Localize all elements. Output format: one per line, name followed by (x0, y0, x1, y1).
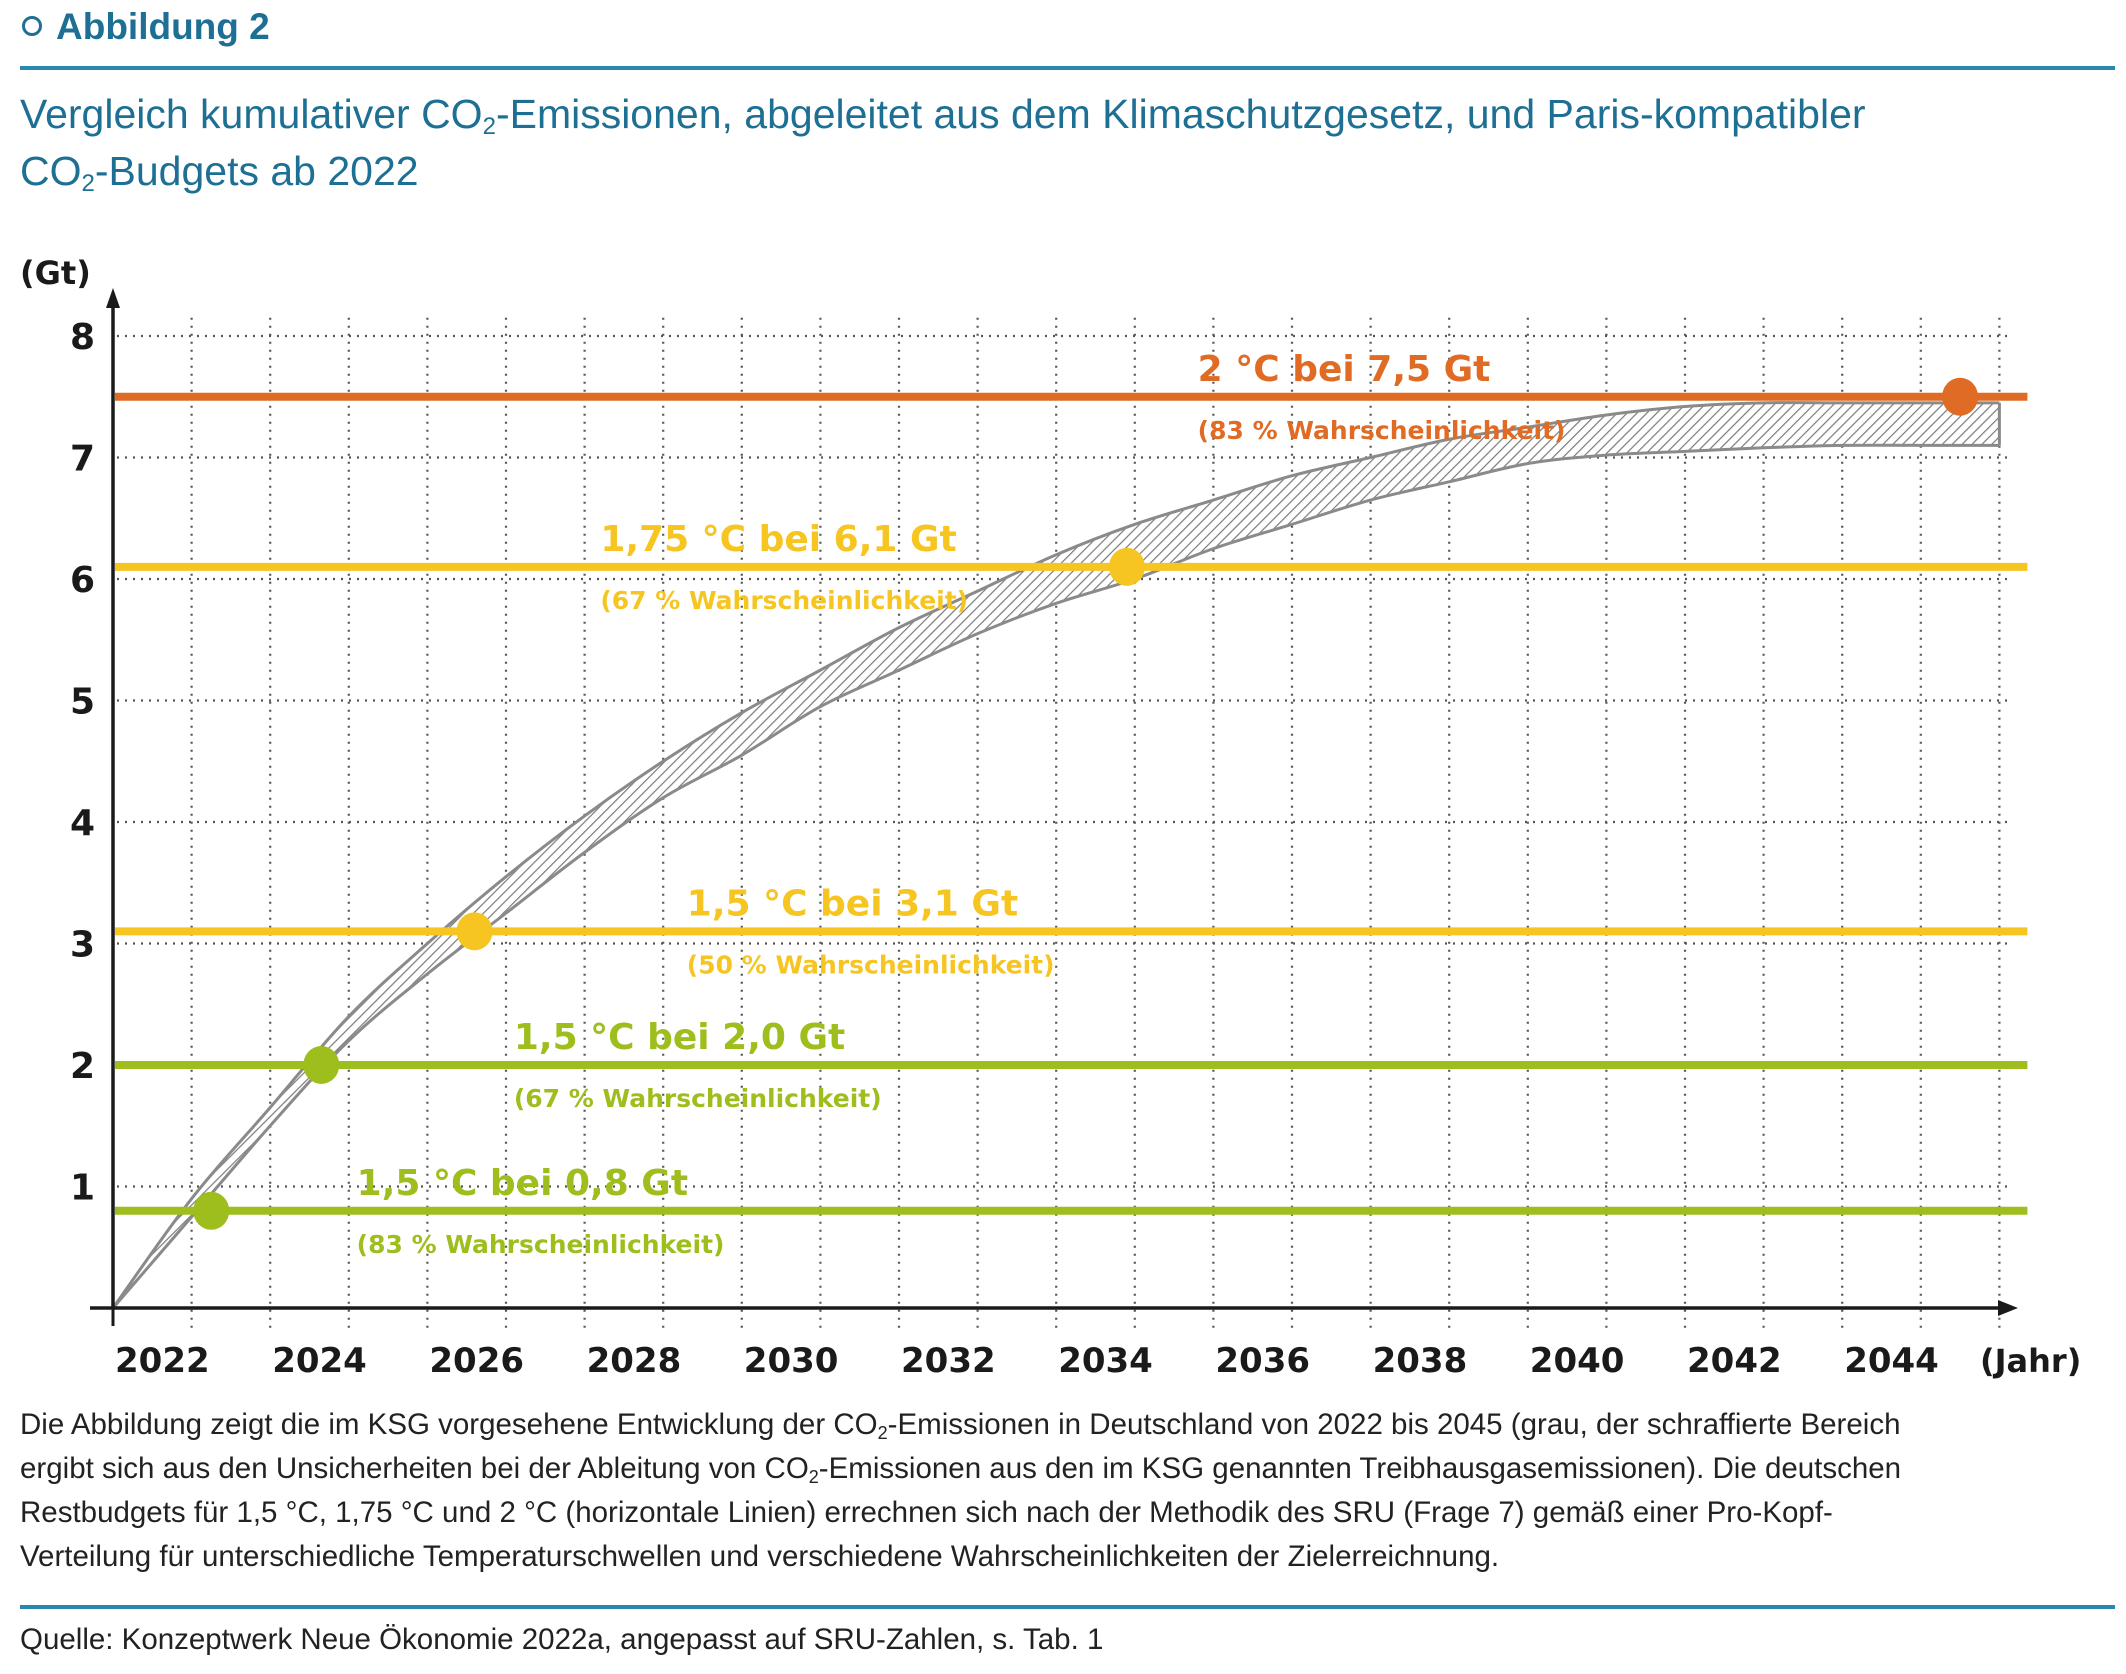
y-tick-label: 7 (70, 439, 95, 480)
budget-probability-label: (67 % Wahrscheinlichkeit) (514, 1084, 882, 1113)
caption-text: Die Abbildung zeigt die im KSG vorgesehe… (20, 1408, 878, 1441)
title-text: CO (20, 148, 82, 194)
budget-probability-label: (50 % Wahrscheinlichkeit) (687, 950, 1055, 979)
bottom-divider (20, 1605, 2115, 1609)
caption-subscript: 2 (808, 1467, 819, 1487)
budget-label: 1,5 °C bei 3,1 Gt (687, 883, 1018, 924)
figure-title: Vergleich kumulativer CO2-Emissionen, ab… (20, 86, 2100, 200)
y-tick-label: 6 (70, 560, 95, 601)
budget-label: 2 °C bei 7,5 Gt (1198, 349, 1491, 390)
caption-text: -Emissionen in Deutschland von 2022 bis … (887, 1408, 1901, 1441)
budget-probability-label: (83 % Wahrscheinlichkeit) (357, 1230, 725, 1259)
circle-bullet-icon (22, 16, 42, 37)
y-axis-label: (Gt) (20, 254, 91, 292)
x-tick-label: 2032 (901, 1341, 996, 1381)
source-note: Quelle: Konzeptwerk Neue Ökonomie 2022a,… (20, 1623, 1104, 1656)
budget-crossing-dot (1942, 377, 1979, 416)
x-tick-label: 2024 (272, 1341, 367, 1381)
chart: 2 °C bei 7,5 Gt (83 % Wahrscheinlichkeit)… (20, 254, 2081, 1381)
x-tick-label: 2036 (1215, 1341, 1310, 1381)
budget-label: 1,5 °C bei 0,8 Gt (357, 1163, 688, 1204)
ksg-band-area (113, 402, 2000, 1308)
ksg-band-upper-edge (111, 401, 2000, 1309)
x-axis-label: (Jahr) (1980, 1342, 2081, 1380)
title-text: Vergleich kumulativer CO (20, 91, 483, 137)
top-divider (20, 66, 2115, 70)
x-tick-labels: 2022 2024 2026 2028 2030 2032 2034 2036 2038 2040… (115, 1341, 1939, 1381)
y-tick-label: 3 (70, 925, 95, 966)
figure-label-text: Abbildung 2 (56, 6, 270, 47)
x-tick-label: 2028 (587, 1341, 682, 1381)
budget-crossing-dot (193, 1191, 230, 1230)
title-text: -Budgets ab 2022 (94, 148, 419, 194)
ksg-band-lower-edge (111, 443, 2000, 1309)
x-tick-label: 2022 (115, 1341, 210, 1381)
y-tick-labels: 8 7 6 5 4 3 2 1 (70, 317, 95, 1209)
title-text: -Emissionen, abgeleitet aus dem Klimasch… (495, 91, 1866, 137)
x-tick-label: 2026 (429, 1341, 524, 1381)
x-tick-label: 2034 (1058, 1341, 1153, 1381)
y-tick-label: 8 (70, 317, 95, 358)
x-tick-label: 2040 (1530, 1341, 1625, 1381)
ksg-band-group (111, 401, 2001, 1309)
caption-text: ergibt sich aus den Unsicherheiten bei d… (20, 1452, 809, 1485)
intersection-dots (193, 377, 1979, 1230)
x-axis-arrow-icon (1998, 1300, 2018, 1316)
y-tick-label: 2 (70, 1046, 95, 1087)
caption-subscript: 2 (877, 1423, 888, 1443)
caption-text: Restbudgets für 1,5 °C, 1,75 °C und 2 °C… (20, 1496, 1833, 1529)
y-tick-label: 1 (70, 1168, 95, 1209)
budget-crossing-dot (303, 1046, 340, 1084)
title-subscript: 2 (482, 113, 496, 140)
figure-caption: Die Abbildung zeigt die im KSG vorgesehe… (20, 1403, 2110, 1579)
x-tick-label: 2030 (744, 1341, 839, 1381)
x-tick-label: 2044 (1844, 1341, 1939, 1381)
budget-probability-label: (67 % Wahrscheinlichkeit) (600, 586, 968, 615)
budget-crossing-dot (1108, 547, 1145, 586)
y-tick-label: 4 (70, 803, 95, 844)
x-tick-label: 2038 (1373, 1341, 1468, 1381)
budget-crossing-dot (456, 912, 493, 951)
axes: (Gt) (Jahr) (20, 254, 2081, 1380)
caption-text: -Emissionen aus den im KSG genannten Tre… (818, 1452, 1902, 1485)
y-axis-arrow-icon (106, 288, 120, 308)
budget-probability-label: (83 % Wahrscheinlichkeit) (1198, 416, 1566, 445)
budget-label: 1,5 °C bei 2,0 Gt (514, 1017, 845, 1058)
budget-lines-group: 2 °C bei 7,5 Gt (83 % Wahrscheinlichkeit)… (115, 349, 2028, 1259)
title-subscript: 2 (81, 170, 95, 197)
y-tick-label: 5 (70, 682, 95, 723)
caption-text: Verteilung für unterschiedliche Temperat… (20, 1540, 1500, 1573)
figure-label: Abbildung 2 (22, 6, 270, 48)
budget-label: 1,75 °C bei 6,1 Gt (600, 519, 956, 560)
x-tick-label: 2042 (1687, 1341, 1782, 1381)
